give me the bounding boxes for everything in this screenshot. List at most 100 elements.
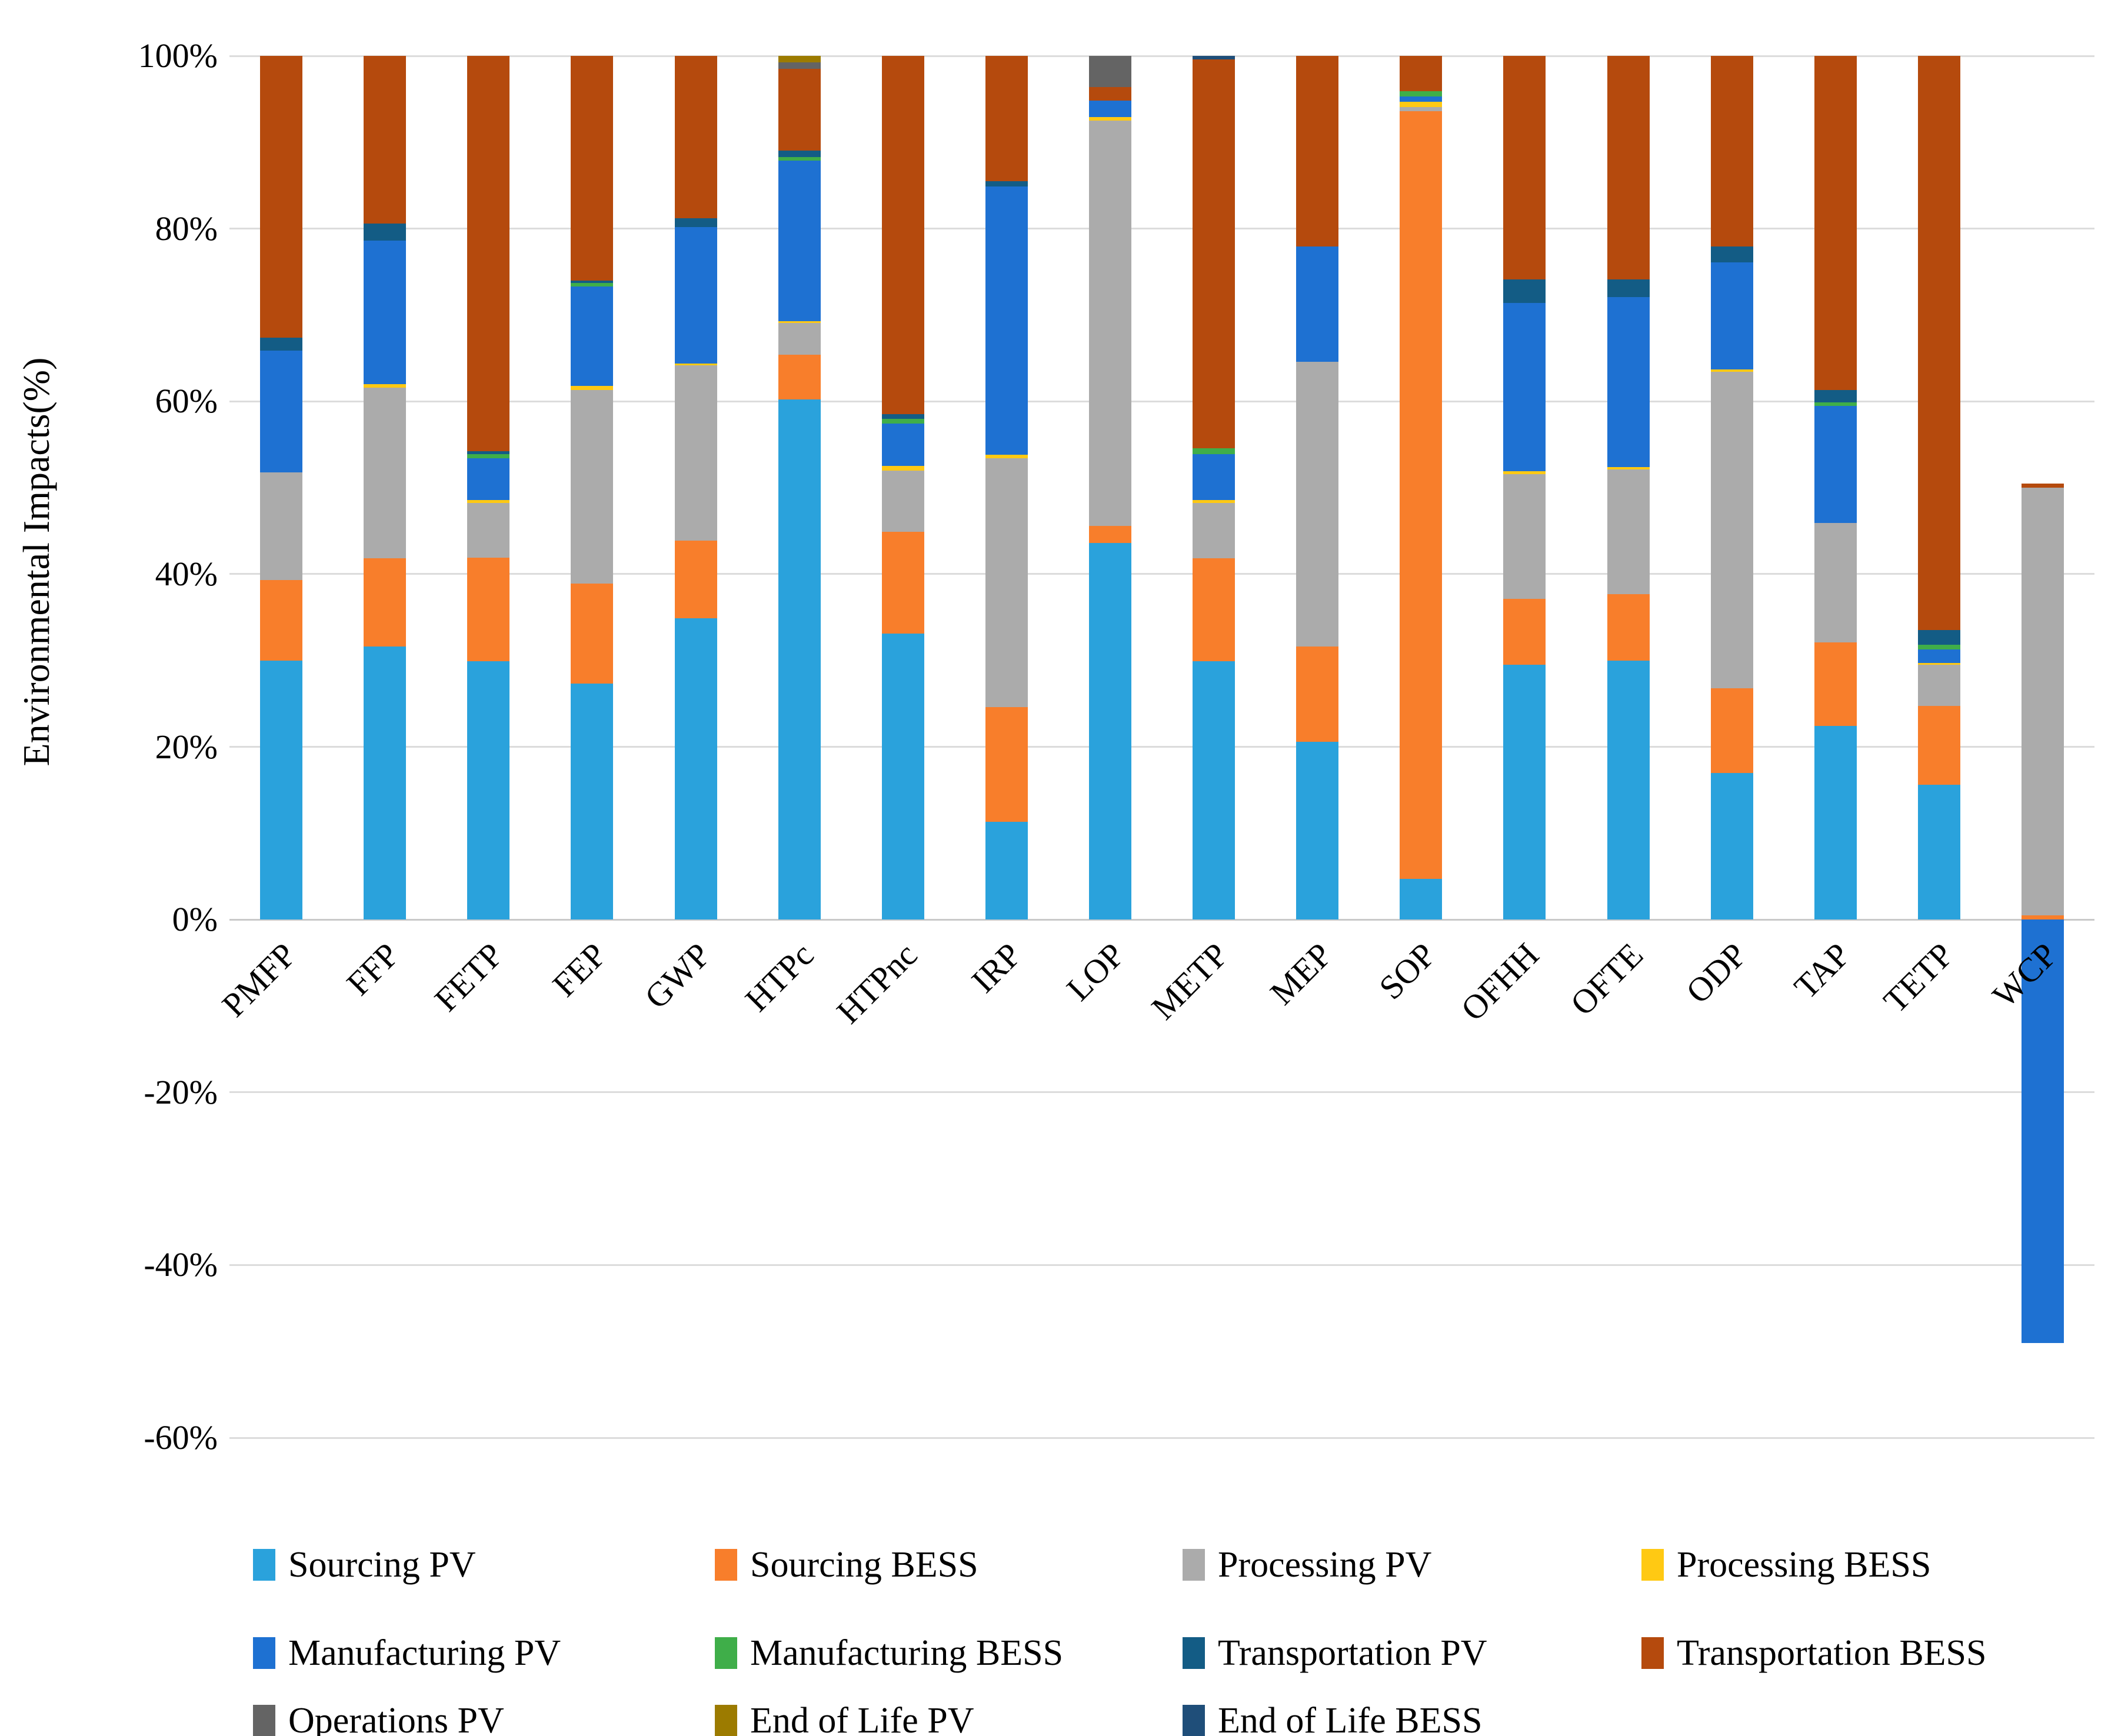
bar-segment bbox=[260, 472, 303, 581]
bar-segment bbox=[571, 283, 614, 286]
gridline bbox=[229, 400, 2094, 402]
bar-segment bbox=[1193, 558, 1235, 662]
bar-segment bbox=[674, 365, 717, 541]
bar-segment bbox=[1296, 246, 1339, 362]
legend-swatch bbox=[1183, 1637, 1205, 1669]
bar-segment bbox=[1400, 91, 1443, 96]
bar-segment bbox=[1607, 467, 1650, 470]
bar-segment bbox=[260, 660, 303, 920]
bar-segment bbox=[1296, 741, 1339, 920]
bar-segment bbox=[1088, 525, 1131, 544]
bar-segment bbox=[674, 618, 717, 920]
bar-SOP bbox=[1400, 56, 1443, 1438]
bar-segment bbox=[467, 557, 510, 662]
y-axis-tick-labels: 100% 80% 60% 40% 20% 0% -20% -40% -60% bbox=[76, 39, 218, 1455]
bar-segment bbox=[985, 181, 1028, 186]
bar-MEP bbox=[1296, 56, 1339, 1438]
bar-segment bbox=[881, 56, 924, 415]
bar-segment bbox=[1503, 474, 1546, 599]
legend-item-sourcing-pv: Sourcing PV bbox=[253, 1547, 476, 1583]
legend-swatch bbox=[1183, 1705, 1205, 1736]
bar-segment bbox=[1814, 405, 1857, 524]
bar-segment bbox=[1607, 56, 1650, 280]
legend-item-transportation-pv: Transportation PV bbox=[1183, 1635, 1487, 1671]
bar-segment bbox=[2021, 488, 2064, 915]
gridline bbox=[229, 1437, 2094, 1439]
y-tick-label: 100% bbox=[138, 36, 218, 75]
y-tick-label: 80% bbox=[155, 209, 218, 248]
bar-segment bbox=[1296, 647, 1339, 742]
bar-FETP bbox=[467, 56, 510, 1438]
bar-HTPnc bbox=[881, 56, 924, 1438]
bar-segment bbox=[778, 399, 821, 920]
plot-area: PMFP FFP FETP FEP GWP HTPc HTPnc IRP LOP METP MEP S… bbox=[214, 55, 2094, 1439]
gridline bbox=[229, 573, 2094, 575]
bar-segment bbox=[1193, 499, 1235, 504]
gridline bbox=[229, 1091, 2094, 1094]
bar-segment bbox=[778, 354, 821, 400]
bar-ODP bbox=[1710, 56, 1753, 1438]
bar-segment bbox=[1917, 645, 1960, 649]
bar-segment bbox=[467, 503, 510, 558]
x-axis-zero-line bbox=[229, 918, 2094, 921]
bar-segment bbox=[778, 322, 821, 355]
bar-segment bbox=[1917, 630, 1960, 645]
bar-TETP bbox=[1917, 56, 1960, 1438]
legend-item-end-of-life-bess: End of Life BESS bbox=[1183, 1702, 1482, 1736]
bar-segment bbox=[674, 540, 717, 618]
legend-swatch bbox=[253, 1549, 275, 1581]
bar-segment bbox=[467, 499, 510, 504]
y-tick-label: -60% bbox=[144, 1418, 218, 1457]
bar-segment bbox=[571, 56, 614, 281]
legend-swatch bbox=[1641, 1549, 1664, 1581]
bar-segment bbox=[985, 458, 1028, 707]
bar-segment bbox=[1917, 785, 1960, 920]
legend-swatch bbox=[715, 1637, 737, 1669]
legend-label: Sourcing BESS bbox=[750, 1545, 978, 1585]
y-tick-label: 40% bbox=[155, 554, 218, 593]
bar-segment bbox=[778, 321, 821, 323]
bar-segment bbox=[1814, 726, 1857, 920]
bar-segment bbox=[985, 56, 1028, 181]
bar-segment bbox=[674, 56, 717, 218]
legend-item-operations-pv: Operations PV bbox=[253, 1702, 504, 1736]
bar-IRP bbox=[985, 56, 1028, 1438]
bar-segment bbox=[1088, 121, 1131, 526]
bar-segment bbox=[571, 385, 614, 391]
legend-swatch bbox=[715, 1705, 737, 1736]
y-tick-label: 20% bbox=[155, 727, 218, 766]
bar-segment bbox=[985, 455, 1028, 459]
bar-segment bbox=[571, 286, 614, 386]
bar-segment bbox=[364, 241, 407, 384]
legend-label: Processing BESS bbox=[1677, 1545, 1931, 1585]
bar-segment bbox=[778, 151, 821, 157]
bar-segment bbox=[1814, 523, 1857, 642]
bar-segment bbox=[1917, 663, 1960, 665]
bar-LOP bbox=[1088, 56, 1131, 1438]
legend-item-end-of-life-pv: End of Life PV bbox=[715, 1702, 974, 1736]
bar-segment bbox=[1814, 402, 1857, 406]
bar-segment bbox=[881, 424, 924, 467]
bar-segment bbox=[467, 451, 510, 454]
bar-segment bbox=[1607, 469, 1650, 594]
bar-segment bbox=[2021, 919, 2064, 1343]
bar-segment bbox=[1193, 448, 1235, 454]
bar-segment bbox=[674, 218, 717, 227]
legend-item-processing-bess: Processing BESS bbox=[1641, 1547, 1931, 1583]
bar-segment bbox=[1088, 56, 1131, 87]
gridline bbox=[229, 228, 2094, 230]
bar-segment bbox=[1814, 56, 1857, 391]
bar-segment bbox=[1400, 101, 1443, 107]
legend-label: Sourcing PV bbox=[288, 1545, 476, 1585]
bar-segment bbox=[1710, 369, 1753, 372]
bar-segment bbox=[364, 384, 407, 388]
bar-segment bbox=[674, 363, 717, 365]
bar-GWP bbox=[674, 56, 717, 1438]
bar-segment bbox=[1296, 361, 1339, 647]
legend-item-processing-pv: Processing PV bbox=[1183, 1547, 1431, 1583]
bar-segment bbox=[2021, 483, 2064, 488]
bar-segment bbox=[1193, 503, 1235, 559]
legend-label: Manufacturing BESS bbox=[750, 1633, 1064, 1673]
bar-segment bbox=[1503, 599, 1546, 665]
bar-segment bbox=[1088, 543, 1131, 920]
